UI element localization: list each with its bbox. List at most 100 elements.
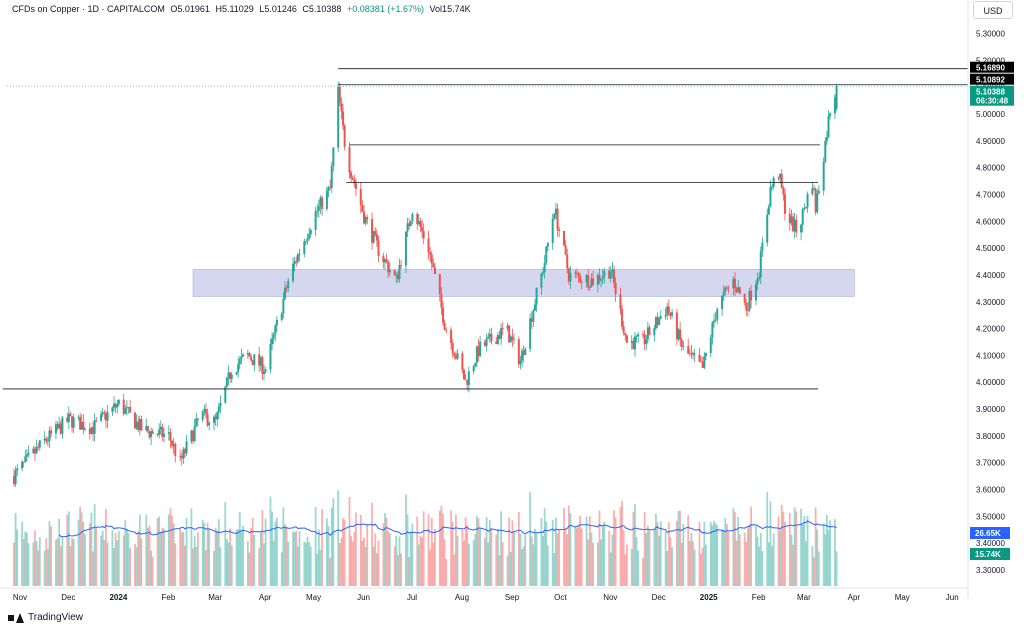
volume-bar-324	[745, 541, 748, 586]
volume-bar-295	[679, 510, 682, 586]
candle-92	[219, 395, 222, 414]
candle-5	[24, 449, 27, 463]
volume-bar-344	[790, 534, 793, 586]
volume-bar-340	[780, 504, 783, 586]
volume-bar-191	[443, 539, 446, 586]
volume-bar-218	[506, 555, 509, 586]
candle-304	[700, 356, 703, 363]
candle-98	[235, 371, 238, 376]
candle-222	[513, 333, 515, 345]
legend-close: C5.10388	[302, 4, 342, 14]
volume-bar-341	[782, 511, 785, 586]
candle-203	[472, 364, 475, 375]
volume-bar-74	[180, 532, 183, 586]
tradingview-brand[interactable]: TradingView	[8, 612, 83, 623]
volume-bar-197	[456, 535, 459, 586]
candle-168	[393, 269, 396, 277]
candle-133	[314, 206, 317, 236]
volume-bar-150	[351, 541, 354, 586]
candle-353	[811, 181, 814, 196]
volume-bar-126	[296, 546, 299, 586]
volume-bar-223	[517, 512, 520, 586]
volume-bar-220	[509, 551, 512, 586]
volume-bar-182	[422, 511, 425, 586]
volume-bar-117	[276, 517, 278, 586]
candle-230	[532, 308, 535, 328]
volume-bar-196	[455, 514, 457, 586]
volume-bar-248	[574, 526, 577, 586]
candle-344	[790, 209, 793, 226]
volume-bar-5	[24, 531, 27, 586]
candle-91	[217, 403, 220, 420]
volume-bar-272	[626, 544, 628, 586]
y-tick-label-18: 3.50000	[976, 512, 1005, 521]
volume-bar-293	[676, 520, 678, 586]
candle-140	[329, 179, 332, 191]
volume-bar-309	[711, 525, 714, 586]
candle-11	[37, 442, 40, 452]
candle-29	[79, 412, 82, 430]
candle-360	[825, 130, 828, 146]
candle-362	[829, 111, 832, 120]
candle-214	[496, 331, 499, 346]
candle-47	[117, 399, 120, 407]
volume-bar-151	[353, 531, 356, 586]
currency-button[interactable]: USD	[973, 1, 1013, 19]
volume-bar-193	[450, 510, 452, 586]
volume-bar-47	[117, 531, 120, 586]
volume-bar-303	[698, 521, 701, 586]
candle-10	[35, 439, 38, 454]
candle-161	[375, 228, 378, 247]
candle-183	[427, 230, 430, 260]
volume-bar-342	[784, 521, 786, 586]
candle-83	[201, 410, 204, 423]
candle-322	[738, 286, 741, 295]
volume-bar-2	[16, 529, 19, 586]
candle-334	[767, 203, 770, 215]
volume-bar-181	[421, 537, 423, 586]
candle-206	[477, 339, 480, 362]
candle-331	[759, 246, 762, 285]
candle-278	[642, 330, 645, 339]
volume-bar-320	[735, 540, 738, 586]
candle-184	[429, 247, 432, 262]
candle-46	[116, 400, 119, 414]
volume-bar-236	[545, 521, 548, 586]
candle-321	[737, 279, 740, 293]
volume-bar-149	[350, 536, 352, 586]
volume-bar-254	[587, 539, 590, 586]
candle-178	[416, 212, 419, 230]
candle-317	[727, 285, 730, 294]
candle-40	[103, 409, 106, 420]
candle-285	[656, 312, 659, 329]
volume-bar-292	[671, 547, 673, 586]
price-tag-label-0: 5.16890	[976, 64, 1005, 73]
candle-265	[611, 262, 614, 279]
candle-219	[508, 324, 511, 343]
candle-243	[563, 230, 565, 247]
candle-100	[238, 355, 241, 369]
volume-bar-19	[56, 538, 59, 586]
volume-bar-257	[592, 542, 594, 586]
candle-115	[272, 332, 275, 345]
candle-105	[250, 353, 253, 362]
candle-326	[748, 287, 751, 312]
candle-283	[653, 324, 656, 342]
candle-153	[359, 182, 362, 214]
volume-bar-330	[758, 546, 761, 586]
candle-241	[556, 203, 559, 237]
candle-262	[603, 267, 606, 284]
candle-162	[377, 235, 380, 262]
candle-235	[543, 255, 546, 279]
candle-249	[575, 268, 578, 279]
candle-101	[240, 348, 243, 365]
candle-208	[483, 339, 486, 348]
volume-bar-184	[429, 549, 432, 586]
candle-78	[190, 429, 193, 444]
candle-302	[693, 348, 696, 362]
volume-bar-326	[748, 524, 751, 586]
volume-bar-313	[721, 529, 723, 586]
volume-bar-306	[703, 521, 706, 586]
volume-bar-63	[156, 517, 159, 586]
